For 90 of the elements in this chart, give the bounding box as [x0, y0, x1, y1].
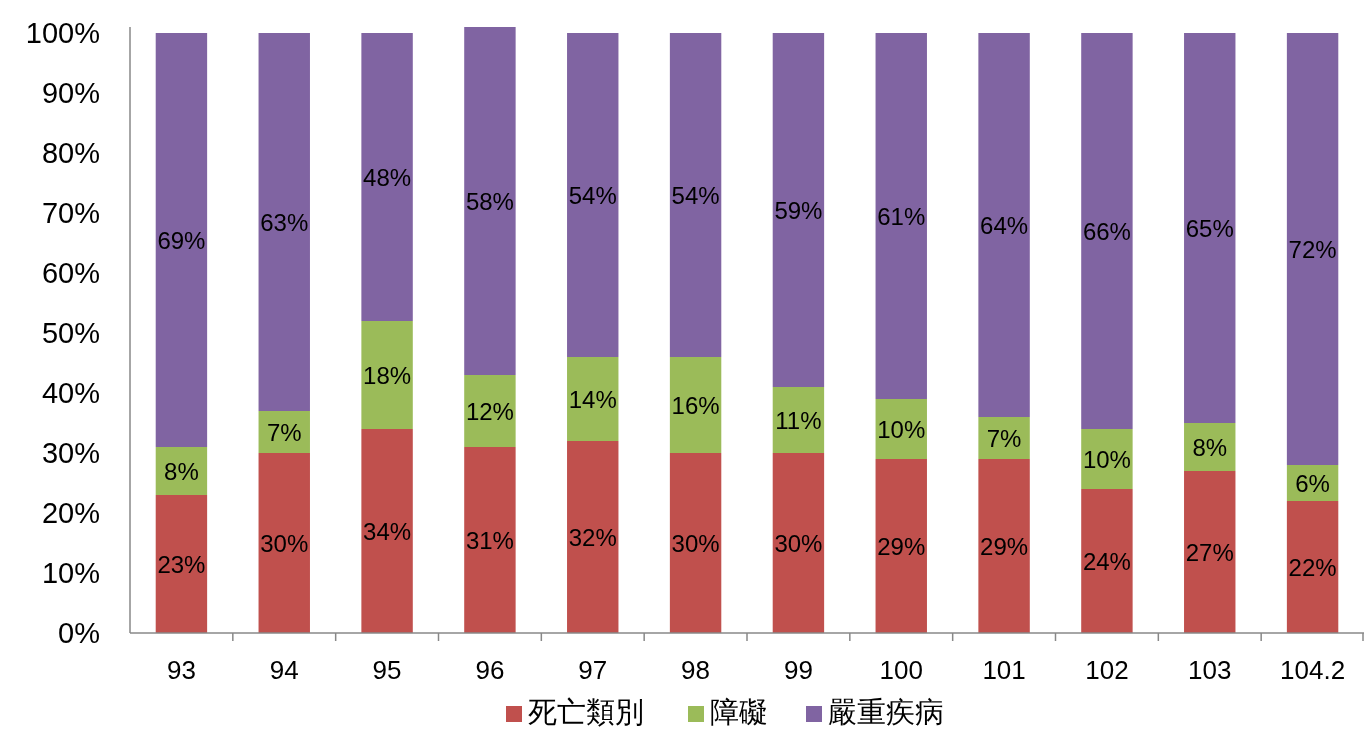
data-label: 30% [671, 529, 720, 557]
x-tick-label: 101 [982, 655, 1026, 685]
y-tick-label: 80% [41, 137, 100, 169]
bar [361, 33, 413, 321]
y-tick-label: 10% [41, 557, 100, 589]
bar [1286, 33, 1339, 465]
legend-label: 死亡類別 [528, 696, 644, 728]
x-tick-label: 96 [475, 655, 505, 685]
data-label: 24% [1082, 547, 1131, 575]
data-label: 32% [568, 523, 617, 551]
data-label: 58% [465, 187, 514, 215]
bar [155, 33, 208, 447]
bar [669, 357, 722, 453]
data-label: 8% [164, 457, 199, 485]
data-label: 30% [260, 529, 309, 557]
bar [772, 33, 825, 387]
y-tick-label: 100% [25, 17, 100, 49]
bar [1184, 471, 1236, 633]
bar [464, 375, 516, 447]
bar [1081, 33, 1133, 429]
bar [669, 453, 722, 633]
data-label: 63% [260, 208, 309, 236]
x-tick-label: 97 [578, 655, 608, 685]
x-tick-label: 100 [879, 655, 923, 685]
data-label: 61% [877, 202, 926, 230]
data-label: 27% [1185, 538, 1234, 566]
legend-label: 障礙 [710, 696, 768, 728]
data-label: 65% [1185, 214, 1234, 242]
x-tick-label: 94 [269, 655, 299, 685]
y-tick-label: 0% [58, 617, 100, 649]
bar [978, 459, 1030, 633]
bar [258, 33, 310, 411]
bar [464, 447, 516, 633]
bar [361, 429, 413, 633]
data-label: 6% [1295, 469, 1330, 497]
x-tick-label: 102 [1085, 655, 1129, 685]
data-label: 12% [465, 397, 514, 425]
data-label: 14% [568, 385, 617, 413]
x-tick-label: 99 [783, 655, 813, 685]
data-label: 29% [877, 532, 926, 560]
data-label: 7% [986, 424, 1022, 452]
x-tick-label: 93 [166, 655, 196, 685]
data-label: 72% [1288, 235, 1337, 263]
data-label: 22% [1288, 553, 1337, 581]
bar [1184, 33, 1236, 423]
bar [567, 33, 619, 357]
data-label: 10% [1082, 445, 1131, 473]
bar [978, 33, 1030, 417]
data-label: 18% [363, 361, 412, 389]
bar [669, 33, 722, 357]
data-label: 29% [980, 532, 1029, 560]
data-label: 23% [157, 550, 206, 578]
legend-label: 嚴重疾病 [828, 696, 944, 728]
bar [1286, 501, 1339, 633]
bar [875, 459, 927, 633]
data-label: 59% [774, 196, 823, 224]
bar [772, 453, 825, 633]
data-label: 11% [775, 406, 822, 434]
data-label: 10% [877, 415, 926, 443]
data-label: 34% [363, 517, 412, 545]
data-label: 54% [568, 181, 617, 209]
y-tick-label: 90% [41, 77, 100, 109]
y-tick-label: 20% [41, 497, 100, 529]
bar [875, 33, 927, 399]
data-label: 64% [980, 211, 1029, 239]
bar [567, 441, 619, 633]
bar [1081, 489, 1133, 633]
x-tick-label: 104.2 [1280, 655, 1346, 685]
data-label: 7% [266, 418, 302, 446]
data-label: 66% [1082, 217, 1131, 245]
y-tick-label: 70% [41, 197, 100, 229]
data-label: 16% [671, 391, 720, 419]
bar [567, 357, 619, 441]
data-label: 8% [1192, 433, 1228, 461]
y-tick-label: 50% [41, 317, 100, 349]
y-tick-label: 60% [41, 257, 100, 289]
data-label: 48% [363, 163, 412, 191]
bar [155, 495, 208, 633]
y-tick-label: 40% [41, 377, 100, 409]
data-label: 54% [671, 181, 720, 209]
x-tick-label: 98 [681, 655, 711, 685]
x-tick-label: 103 [1188, 655, 1232, 685]
bar [464, 27, 516, 375]
data-label: 30% [774, 529, 823, 557]
y-tick-label: 30% [41, 437, 100, 469]
bar [361, 321, 413, 429]
x-tick-label: 95 [372, 655, 402, 685]
data-label: 31% [465, 526, 514, 554]
bar [258, 453, 310, 633]
data-label: 69% [157, 226, 206, 254]
